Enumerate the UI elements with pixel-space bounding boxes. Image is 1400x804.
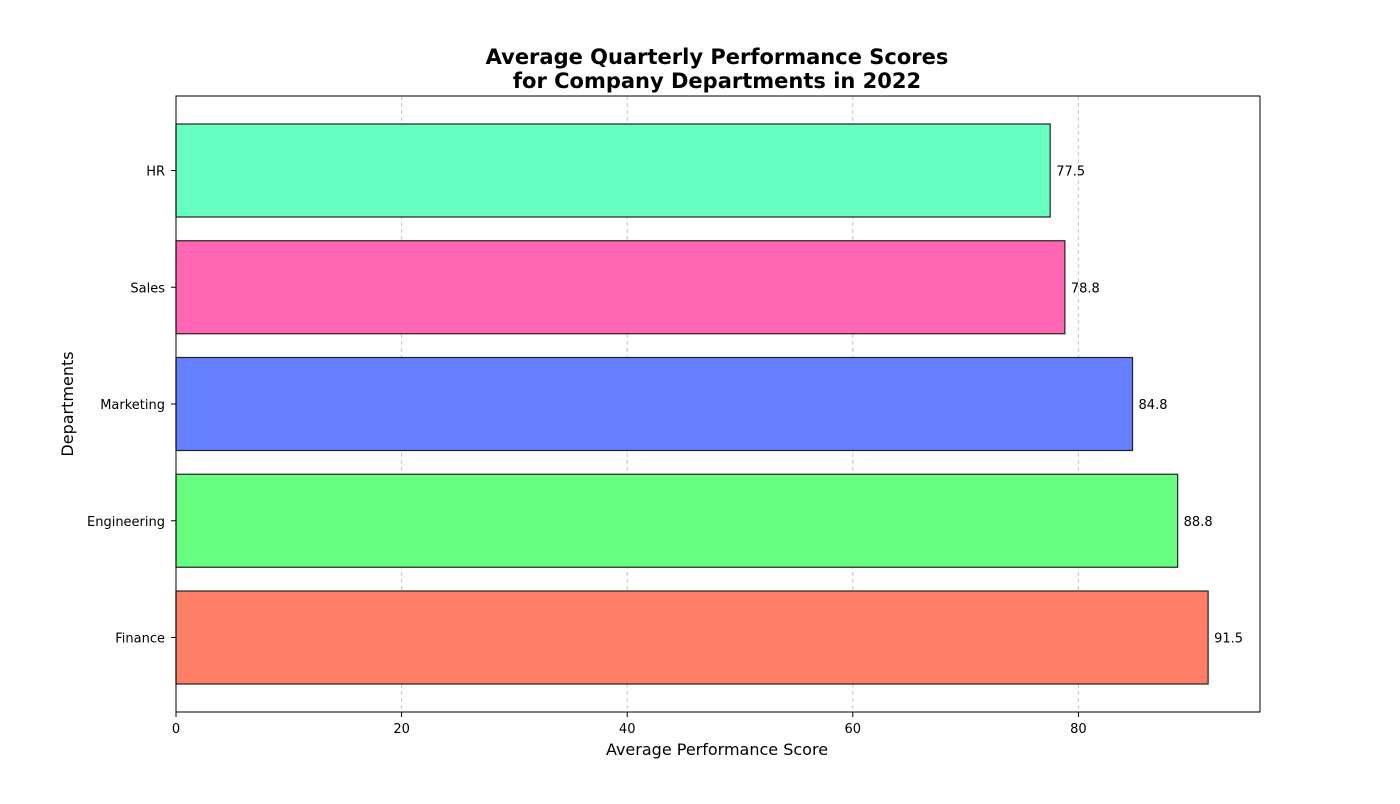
data-label-finance: 91.5 xyxy=(1214,632,1243,647)
x-tick-label: 60 xyxy=(845,722,862,737)
x-tick-label: 80 xyxy=(1070,722,1087,737)
y-tick-label-marketing: Marketing xyxy=(100,398,165,413)
x-tick-label: 20 xyxy=(393,722,410,737)
bars xyxy=(175,123,1209,685)
y-axis-label: Departments xyxy=(58,351,77,456)
bar-hr xyxy=(175,123,1051,218)
chart-title-line-2: for Company Departments in 2022 xyxy=(513,69,921,93)
x-tick-label: 40 xyxy=(619,722,636,737)
data-label-hr: 77.5 xyxy=(1056,165,1085,180)
x-axis-label: Average Performance Score xyxy=(606,740,828,759)
chart-title-line-1: Average Quarterly Performance Scores xyxy=(486,45,949,69)
y-tick-label-sales: Sales xyxy=(130,281,165,296)
y-axis-ticks: Finance Engineering Marketing Sales HR xyxy=(87,165,176,647)
bar-marketing xyxy=(175,356,1134,452)
data-label-engineering: 88.8 xyxy=(1184,515,1213,530)
y-tick-label-finance: Finance xyxy=(115,632,165,647)
data-label-marketing: 84.8 xyxy=(1139,398,1168,413)
bar-engineering xyxy=(175,473,1179,568)
data-label-sales: 78.8 xyxy=(1071,281,1100,296)
data-labels: 91.5 88.8 84.8 78.8 77.5 xyxy=(1056,165,1243,647)
x-axis-ticks: 0 20 40 60 80 xyxy=(172,712,1087,737)
y-tick-label-engineering: Engineering xyxy=(87,515,165,530)
bar-finance xyxy=(175,590,1209,685)
bar-sales xyxy=(175,240,1066,335)
y-tick-label-hr: HR xyxy=(146,165,165,180)
x-tick-label: 0 xyxy=(172,722,180,737)
